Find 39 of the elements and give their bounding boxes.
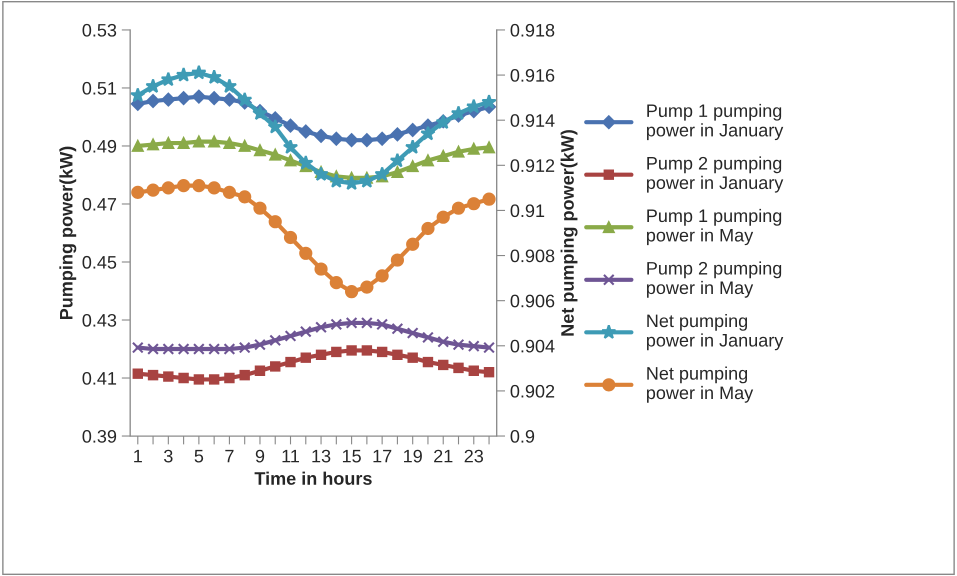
y2-tick-label: 0.904 — [510, 340, 555, 353]
legend-label: Pump 1 pumping power in January — [646, 104, 784, 140]
x-tick-label: 19 — [404, 450, 422, 462]
x-tick-label: 13 — [312, 450, 330, 462]
legend-label: Pump 2 pumping power in May — [646, 261, 782, 298]
y-tick-label: 0.41 — [82, 372, 116, 385]
legend-label: Pump 1 pumping power in May — [646, 208, 782, 246]
y-tick-label: 0.47 — [82, 198, 116, 211]
x-tick-label: 21 — [434, 450, 452, 462]
y2-tick-label: 0.912 — [510, 159, 554, 172]
y2-tick-label: 0.916 — [510, 69, 554, 82]
x-tick-label: 17 — [373, 450, 392, 462]
y-tick-label: 0.45 — [82, 256, 116, 269]
y-axis-title: Pumping power(kW) — [59, 146, 76, 320]
x-tick-label: 7 — [225, 450, 234, 462]
x-axis-title: Time in hours — [254, 472, 372, 485]
y-tick-label: 0.39 — [82, 430, 116, 443]
x-tick-label: 3 — [164, 450, 173, 462]
y2-tick-label: 0.91 — [510, 204, 544, 218]
y2-tick-label: 0.9 — [510, 430, 534, 443]
y2-tick-label: 0.902 — [510, 384, 554, 398]
x-tick-label: 9 — [256, 450, 264, 462]
y-tick-label: 0.49 — [82, 140, 116, 153]
legend-label: Net pumping power in January — [646, 314, 784, 350]
y-tick-label: 0.43 — [82, 314, 116, 327]
legend-label: Net pumping power in May — [646, 366, 754, 403]
y-tick-label: 0.51 — [82, 82, 116, 95]
x-tick-label: 5 — [194, 450, 204, 462]
y2-tick-label: 0.908 — [510, 249, 554, 262]
x-tick-label: 1 — [134, 450, 142, 462]
x-tick-label: 15 — [342, 450, 361, 462]
y2-tick-label: 0.914 — [510, 114, 555, 127]
y2-axis-title: Net pumping power(kW) — [560, 130, 578, 336]
legend-label: Pump 2 pumping power in January — [646, 156, 784, 193]
y-tick-label: 0.53 — [82, 24, 116, 37]
x-tick-label: 11 — [282, 450, 300, 462]
x-tick-label: 23 — [464, 450, 484, 462]
y2-tick-label: 0.906 — [510, 294, 554, 308]
y2-tick-label: 0.918 — [510, 24, 554, 37]
